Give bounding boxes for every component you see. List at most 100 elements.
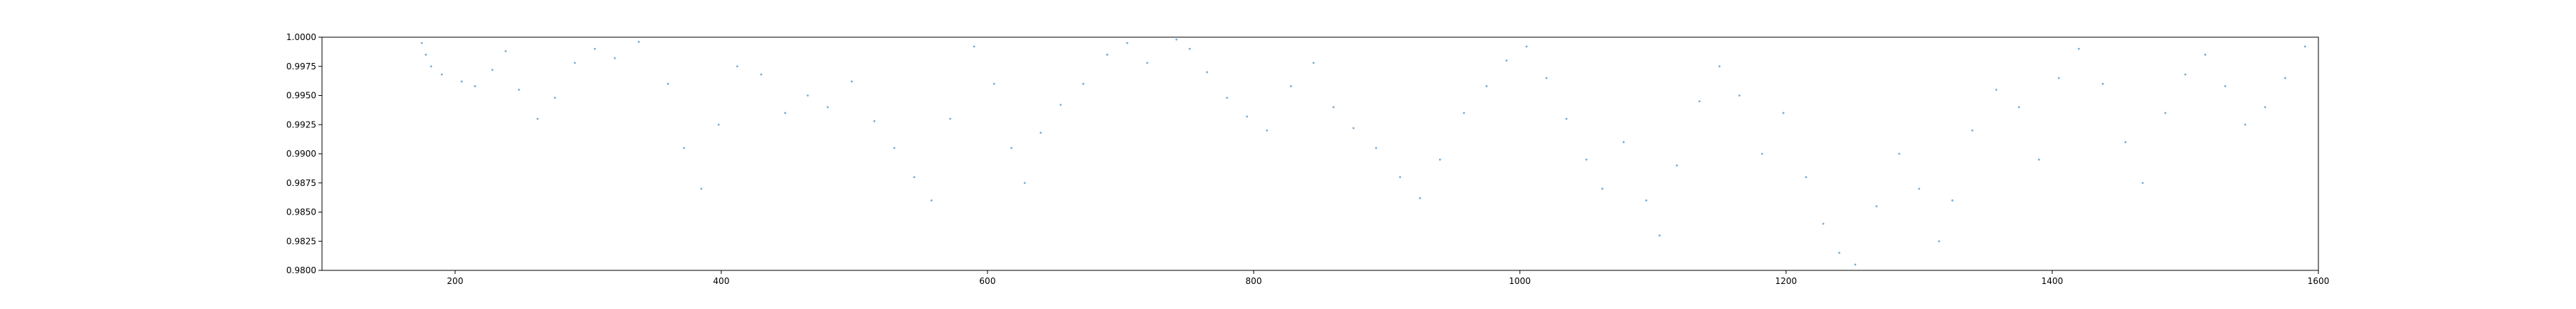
data-point bbox=[930, 199, 933, 202]
data-point bbox=[1289, 85, 1292, 87]
data-point bbox=[2142, 182, 2144, 185]
tick-layer: 200 400 600 800 1000 1200 1400 1600 0.9800 0.9825… bbox=[286, 32, 2329, 286]
data-point bbox=[2304, 45, 2306, 48]
data-point bbox=[421, 41, 423, 44]
data-point bbox=[683, 147, 686, 149]
data-point bbox=[873, 119, 876, 122]
data-point bbox=[1419, 197, 1421, 200]
x-tick-label: 1000 bbox=[1509, 276, 1531, 286]
data-point bbox=[1206, 71, 1209, 74]
data-point bbox=[1082, 82, 1085, 85]
data-point bbox=[784, 112, 786, 114]
y-tick-label: 0.9850 bbox=[286, 207, 316, 217]
data-point bbox=[1106, 54, 1108, 56]
data-point bbox=[2204, 54, 2207, 56]
data-point bbox=[554, 97, 556, 99]
data-point bbox=[667, 82, 669, 85]
data-point bbox=[1585, 158, 1588, 161]
data-point bbox=[441, 73, 443, 76]
data-point bbox=[1175, 38, 1178, 41]
y-tick-label: 0.9925 bbox=[286, 119, 316, 129]
data-point bbox=[1439, 158, 1441, 161]
points-layer bbox=[421, 38, 2306, 266]
x-tick-label: 1200 bbox=[1775, 276, 1797, 286]
data-point bbox=[430, 65, 432, 68]
data-point bbox=[1545, 77, 1548, 79]
data-point bbox=[1822, 222, 1825, 225]
data-point bbox=[1312, 62, 1315, 64]
data-point bbox=[992, 82, 995, 85]
data-point bbox=[613, 57, 616, 59]
data-point bbox=[474, 85, 477, 87]
data-point bbox=[1485, 85, 1488, 87]
data-point bbox=[536, 117, 539, 120]
plot-frame bbox=[321, 36, 2319, 271]
data-point bbox=[1226, 97, 1229, 99]
data-point bbox=[826, 106, 829, 109]
data-point bbox=[850, 80, 853, 83]
data-point bbox=[1023, 182, 1026, 185]
data-point bbox=[1525, 45, 1528, 48]
data-point bbox=[1761, 152, 1763, 155]
data-point bbox=[2124, 141, 2127, 144]
data-point bbox=[1601, 187, 1604, 190]
data-point bbox=[1898, 152, 1901, 155]
data-point bbox=[593, 47, 596, 50]
data-point bbox=[1332, 106, 1335, 109]
data-point bbox=[504, 50, 507, 52]
data-point bbox=[1059, 104, 1062, 106]
data-point bbox=[1506, 59, 1508, 62]
data-point bbox=[973, 45, 975, 48]
data-point bbox=[1718, 65, 1721, 68]
y-tick-label: 0.9950 bbox=[286, 91, 316, 101]
data-point bbox=[949, 117, 952, 120]
data-point bbox=[700, 187, 703, 190]
data-point bbox=[1010, 147, 1013, 149]
data-point bbox=[1622, 141, 1625, 144]
y-tick-label: 0.9875 bbox=[286, 178, 316, 188]
y-tick-label: 0.9975 bbox=[286, 62, 316, 72]
data-point bbox=[1040, 132, 1042, 134]
data-point bbox=[2184, 73, 2187, 76]
data-point bbox=[1375, 147, 1377, 149]
data-point bbox=[424, 54, 427, 56]
x-tick-label: 1600 bbox=[2308, 276, 2330, 286]
data-point bbox=[1698, 100, 1701, 103]
data-point bbox=[1565, 117, 1568, 120]
data-point bbox=[760, 73, 763, 76]
data-point bbox=[1875, 205, 1878, 207]
data-point bbox=[1951, 199, 1953, 202]
data-point bbox=[1805, 176, 1807, 179]
x-tick-label: 400 bbox=[713, 276, 730, 286]
data-point bbox=[2164, 112, 2167, 114]
data-point bbox=[2244, 123, 2247, 126]
data-point bbox=[1266, 129, 1268, 132]
data-point bbox=[574, 62, 576, 64]
data-point bbox=[460, 80, 463, 83]
data-point bbox=[1971, 129, 1974, 132]
data-point bbox=[1246, 115, 1249, 118]
data-point bbox=[1189, 47, 1191, 50]
data-point bbox=[1676, 164, 1678, 167]
x-tick-label: 1400 bbox=[2041, 276, 2064, 286]
x-tick-label: 200 bbox=[447, 276, 464, 286]
data-point bbox=[1645, 199, 1648, 202]
data-point bbox=[1658, 234, 1661, 237]
data-point bbox=[2018, 106, 2020, 109]
data-point bbox=[2102, 82, 2104, 85]
y-tick-label: 0.9800 bbox=[286, 265, 316, 275]
y-tick-label: 0.9825 bbox=[286, 236, 316, 246]
data-point bbox=[1399, 176, 1401, 179]
data-point bbox=[806, 94, 809, 97]
data-point bbox=[1126, 41, 1128, 44]
data-point bbox=[517, 88, 520, 91]
y-tick-label: 0.9900 bbox=[286, 149, 316, 159]
data-point bbox=[1352, 127, 1355, 129]
x-tick-label: 600 bbox=[980, 276, 996, 286]
data-point bbox=[1146, 62, 1148, 64]
data-point bbox=[1918, 187, 1921, 190]
data-point bbox=[893, 147, 896, 149]
data-point bbox=[2224, 85, 2227, 87]
data-point bbox=[1854, 263, 1857, 266]
